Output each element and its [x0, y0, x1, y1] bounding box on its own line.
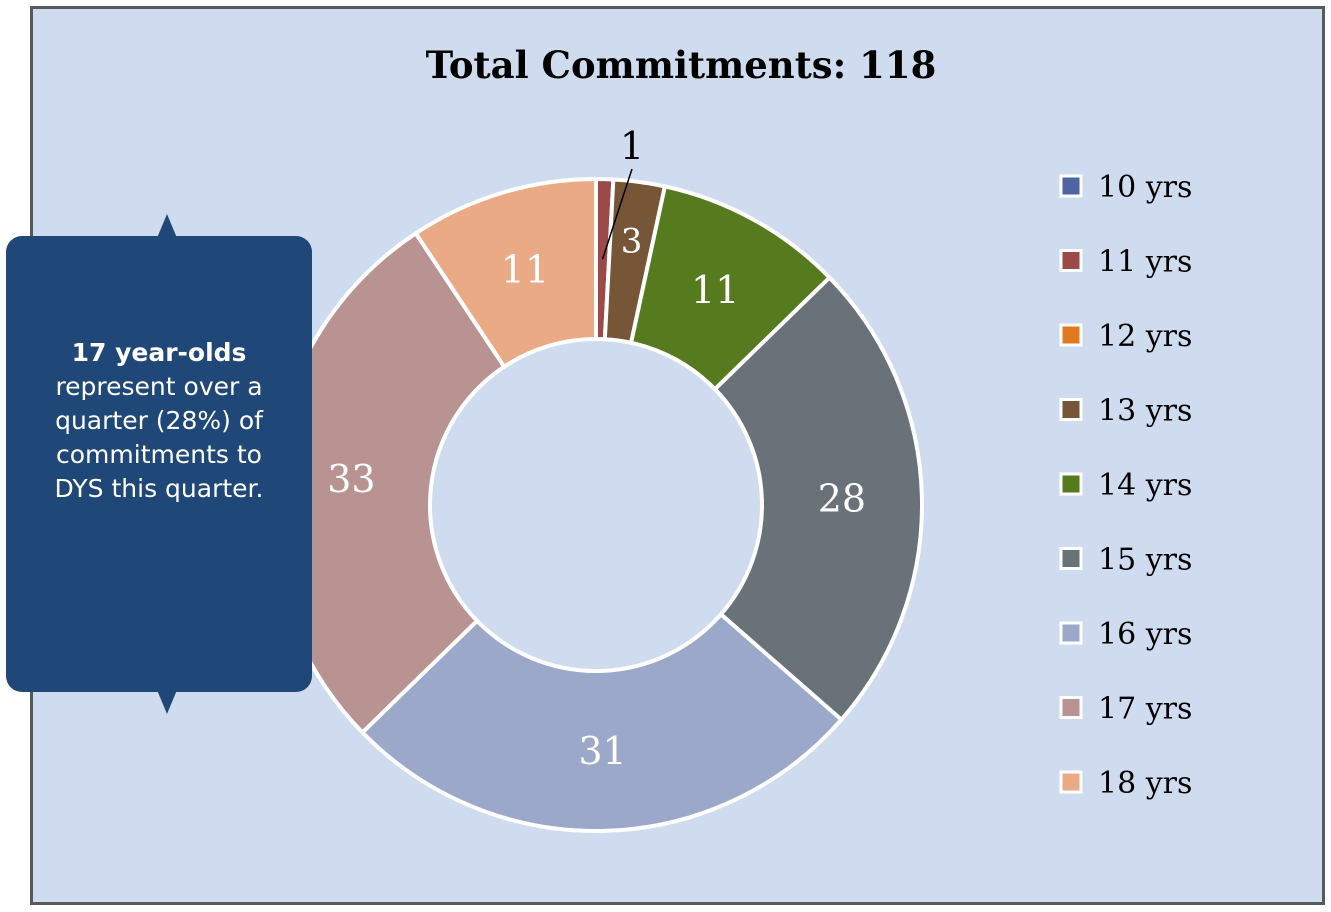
leader-line-11-yrs	[601, 168, 633, 260]
legend-swatch-10-yrs	[1059, 174, 1083, 198]
legend-swatch-13-yrs	[1059, 398, 1083, 421]
data-label-14-yrs: 11	[691, 268, 739, 312]
legend-swatch-15-yrs	[1059, 547, 1083, 570]
slice-18-yrs	[413, 176, 598, 370]
chart-title: Total Commitments: 118	[426, 43, 937, 87]
legend-swatch-11-yrs	[1059, 249, 1083, 272]
data-label-16-yrs: 31	[578, 729, 626, 773]
legend-swatch-18-yrs	[1059, 770, 1083, 794]
callout-box: 17 year-olds represent over a quarter (2…	[6, 236, 312, 692]
callout-top-notch	[157, 214, 177, 238]
data-label-15-yrs: 28	[818, 476, 866, 520]
legend-label-11-yrs: 11 yrs	[1098, 245, 1192, 280]
data-label-11-yrs: 1	[620, 124, 644, 168]
legend-swatch-17-yrs	[1059, 696, 1083, 719]
legend-label-15-yrs: 15 yrs	[1098, 543, 1192, 578]
slice-16-yrs	[359, 611, 845, 833]
legend-label-14-yrs: 14 yrs	[1098, 468, 1192, 503]
legend-label-13-yrs: 13 yrs	[1098, 394, 1192, 429]
callout-bold-text: 17 year-olds	[71, 338, 247, 367]
callout-bottom-notch	[157, 690, 177, 714]
data-label-13-yrs: 3	[621, 221, 643, 261]
legend-label-18-yrs: 18 yrs	[1098, 766, 1192, 801]
legend-swatch-14-yrs	[1059, 472, 1083, 496]
legend-swatch-12-yrs	[1059, 323, 1083, 347]
legend-label-12-yrs: 12 yrs	[1098, 319, 1192, 354]
data-label-17-yrs: 33	[327, 457, 375, 501]
callout-body-text: represent over a quarter (28%) of commit…	[54, 372, 264, 503]
slice-15-yrs	[712, 274, 924, 723]
legend-label-16-yrs: 16 yrs	[1098, 617, 1192, 652]
legend-label-17-yrs: 17 yrs	[1098, 692, 1192, 727]
legend-swatch-16-yrs	[1059, 621, 1083, 645]
data-label-18-yrs: 11	[501, 247, 549, 291]
legend-label-10-yrs: 10 yrs	[1098, 170, 1192, 205]
